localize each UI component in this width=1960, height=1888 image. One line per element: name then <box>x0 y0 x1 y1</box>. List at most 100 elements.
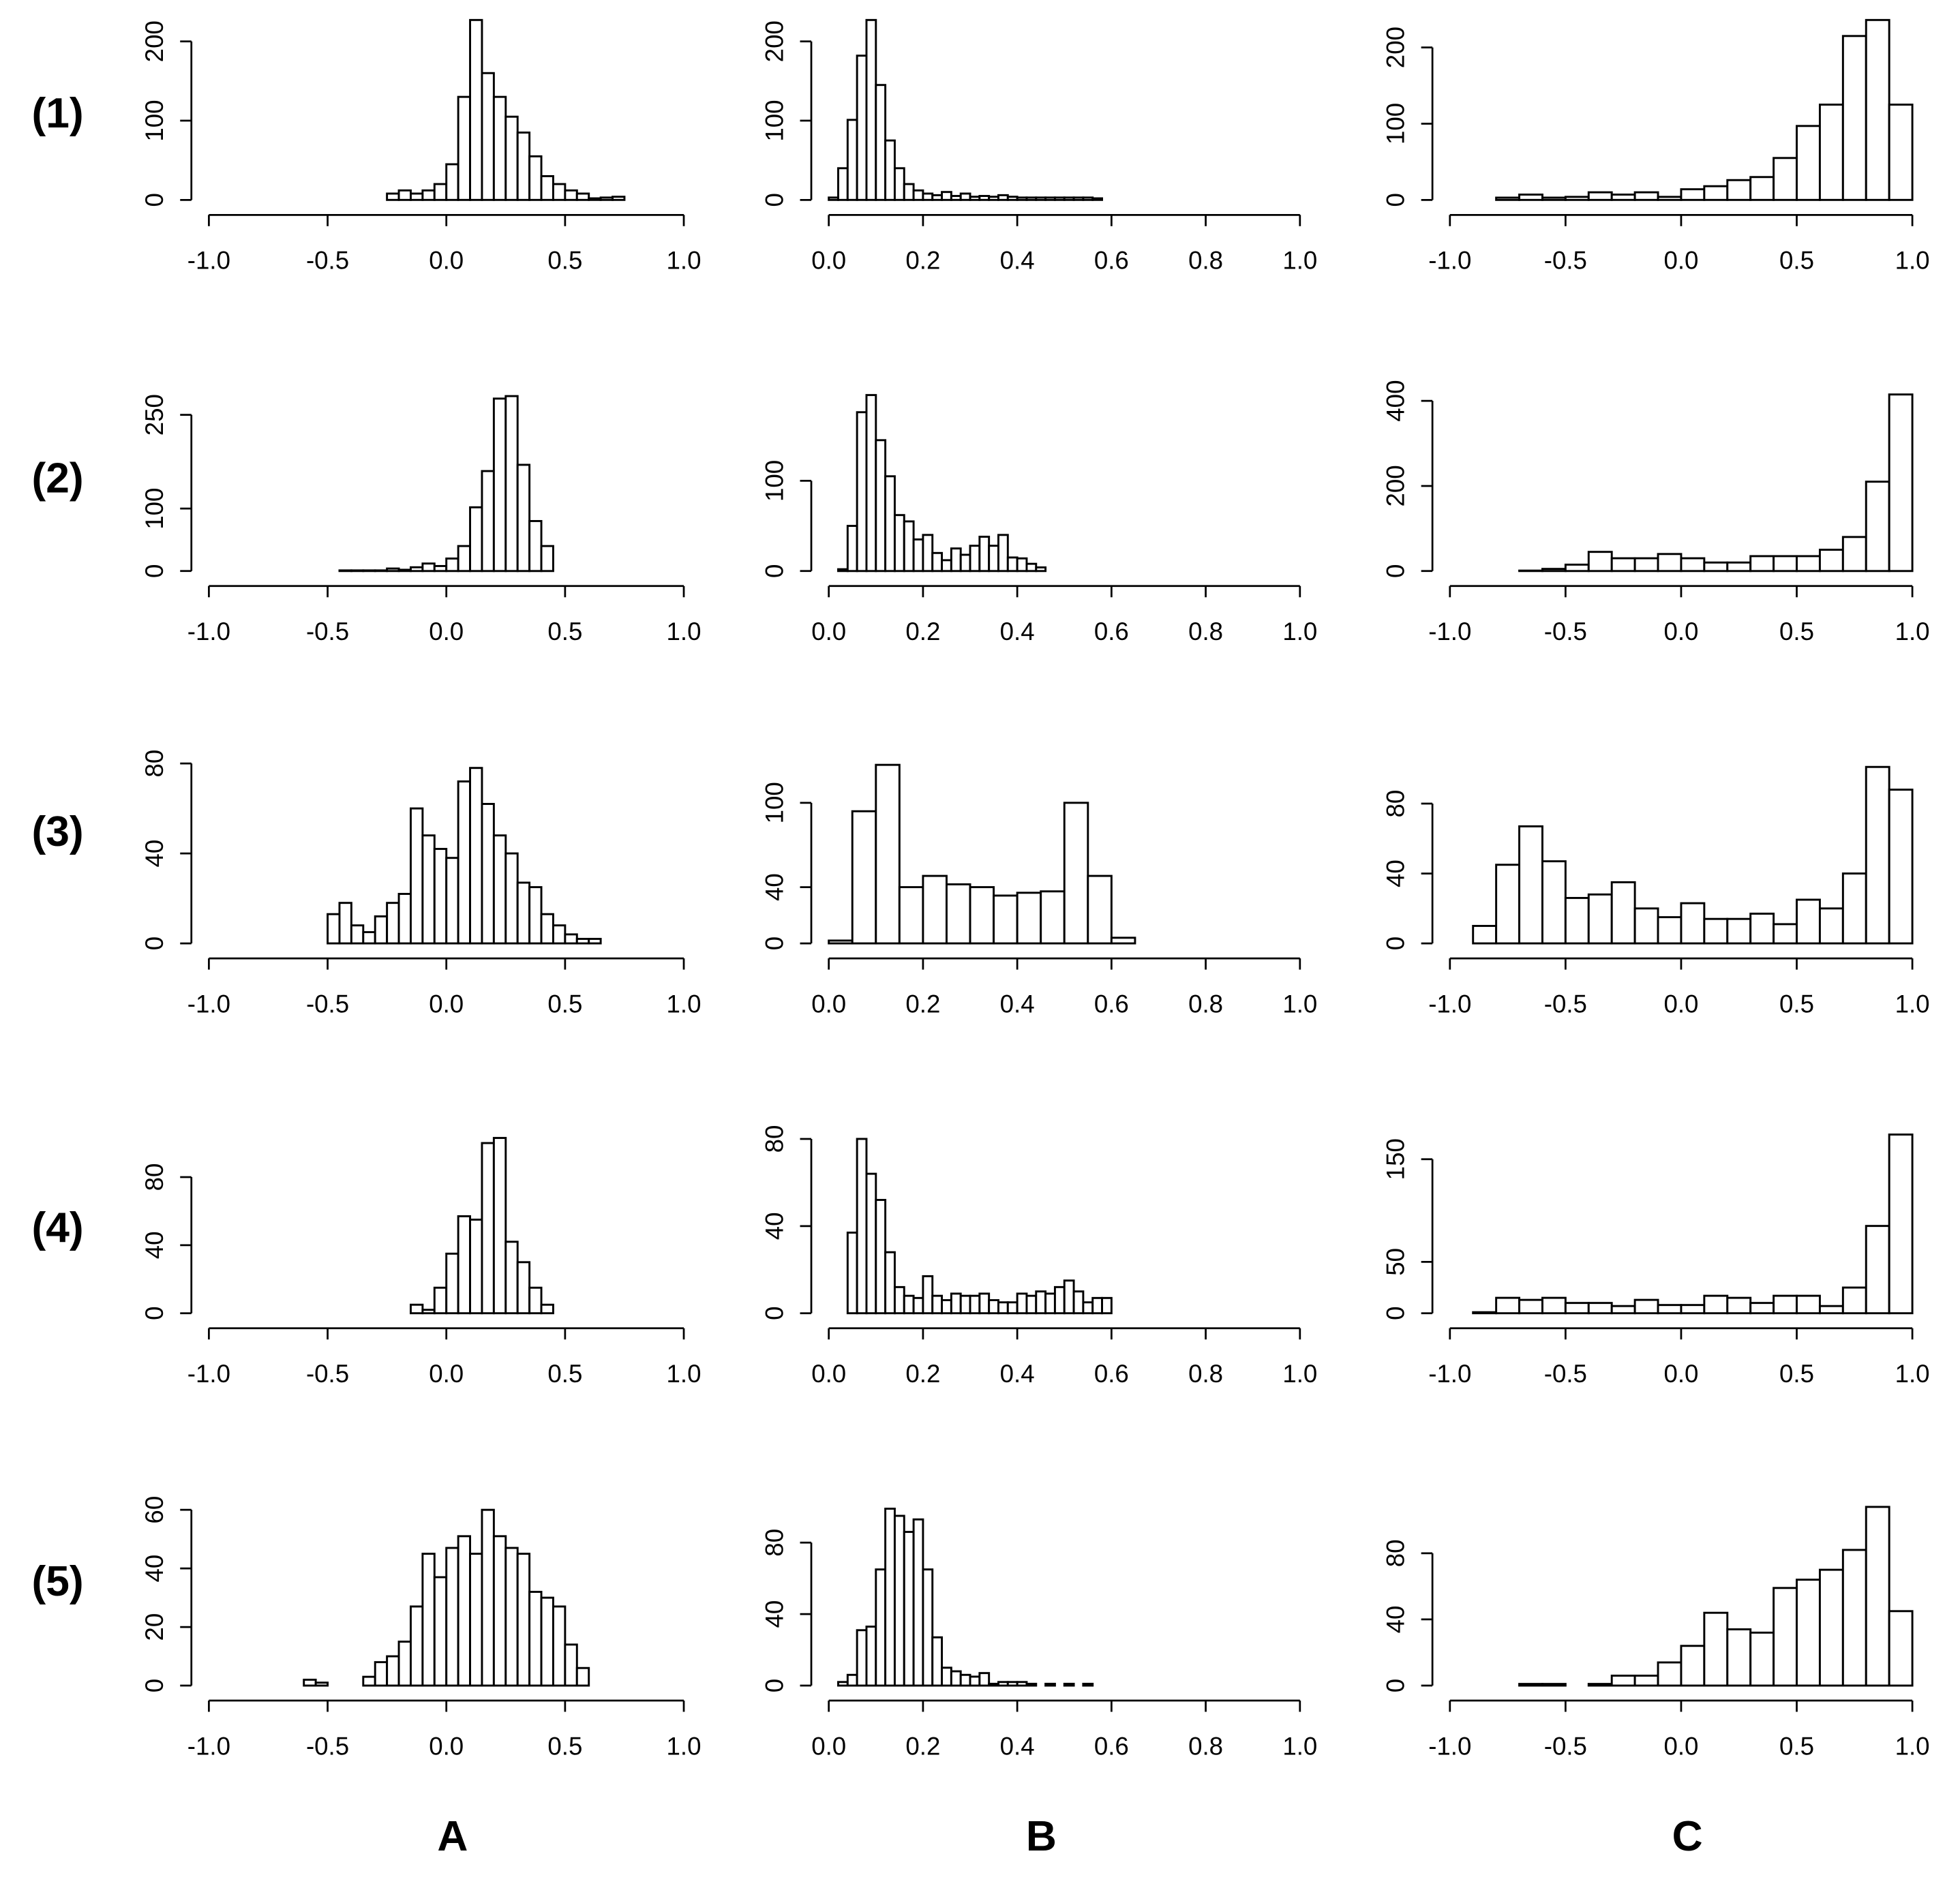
bar <box>1796 125 1821 201</box>
x-tick-label: -1.0 <box>1428 990 1471 1018</box>
bar <box>978 1672 991 1687</box>
bar <box>552 924 567 945</box>
bar <box>540 1303 554 1315</box>
bar <box>469 1218 483 1315</box>
bar <box>1587 191 1613 201</box>
bar <box>988 1682 999 1687</box>
bar <box>338 569 352 573</box>
y-tick-label: 0 <box>140 1679 168 1692</box>
bar <box>410 807 424 945</box>
bar <box>1541 1296 1567 1315</box>
x-tick-label: 0.2 <box>905 247 940 275</box>
bar <box>1633 907 1659 945</box>
x-tick-label: 0.0 <box>429 1732 464 1760</box>
bar <box>1633 557 1659 573</box>
bar <box>1006 556 1019 573</box>
bar <box>1035 1290 1047 1315</box>
bar <box>540 1596 554 1687</box>
x-tick-label: 0.0 <box>811 1360 846 1388</box>
bar <box>1541 568 1567 573</box>
bar <box>1773 1587 1798 1687</box>
bar <box>893 1285 905 1315</box>
bar <box>397 189 412 201</box>
bar <box>1680 1304 1706 1315</box>
y-tick-label: 250 <box>140 394 168 436</box>
bar <box>528 1286 543 1315</box>
x-tick-label: 1.0 <box>1282 618 1317 645</box>
bar <box>1035 196 1047 201</box>
x-tick-label: 0.6 <box>1094 1360 1129 1388</box>
bar <box>362 569 376 573</box>
bar <box>903 1531 915 1687</box>
bar <box>828 939 854 945</box>
bar <box>1518 194 1543 201</box>
bar <box>397 893 412 945</box>
x-tick-label: 0.0 <box>429 1360 464 1388</box>
bar <box>941 1299 952 1315</box>
column-label: A <box>437 1813 468 1860</box>
bar <box>397 568 412 573</box>
y-tick-label: 20 <box>140 1613 168 1641</box>
bar <box>575 1666 590 1687</box>
bar <box>950 1292 962 1315</box>
bar <box>931 1294 944 1315</box>
x-tick-label: 0.6 <box>1094 618 1129 645</box>
bar <box>528 155 543 201</box>
x-tick-label: 1.0 <box>1895 1732 1930 1760</box>
bar <box>481 1508 495 1687</box>
bar <box>421 1553 436 1687</box>
bar <box>1091 197 1103 201</box>
bar <box>828 196 839 201</box>
bar <box>856 1138 868 1315</box>
bar <box>1063 196 1075 201</box>
bar <box>564 1643 578 1687</box>
x-tick-label: 1.0 <box>1895 990 1930 1018</box>
bar <box>865 1172 877 1315</box>
bar <box>457 780 472 945</box>
y-tick-label: 80 <box>1381 790 1409 818</box>
bar <box>528 886 543 945</box>
bar <box>1564 196 1590 201</box>
bar <box>1865 1225 1890 1315</box>
bar <box>421 834 436 945</box>
bar <box>950 547 962 573</box>
bar <box>1749 176 1775 201</box>
bar <box>338 902 352 945</box>
bar <box>1841 35 1867 201</box>
bar <box>1749 1302 1775 1315</box>
bar <box>1040 890 1066 945</box>
bar <box>1749 1631 1775 1687</box>
bar <box>481 72 495 201</box>
y-tick-label: 40 <box>760 873 788 901</box>
bar <box>1495 864 1521 945</box>
bar <box>969 196 981 201</box>
bar <box>1610 194 1636 201</box>
bar <box>469 506 483 573</box>
bar <box>912 1518 924 1687</box>
x-tick-label: 1.0 <box>667 990 702 1018</box>
bar <box>516 1553 531 1687</box>
x-tick-label: 0.4 <box>1000 618 1035 645</box>
bar <box>1773 555 1798 573</box>
bar <box>893 1514 905 1687</box>
bar <box>575 938 590 945</box>
x-tick-label: -1.0 <box>187 1732 230 1760</box>
bar <box>314 1681 329 1687</box>
y-tick-label: 200 <box>1381 465 1409 506</box>
bar <box>1703 185 1729 201</box>
x-tick-label: 0.0 <box>1663 247 1698 275</box>
x-tick-label: 0.5 <box>1779 1360 1814 1388</box>
bar <box>893 167 905 201</box>
bar <box>1063 1279 1075 1315</box>
bar <box>1610 1674 1636 1687</box>
bar <box>1657 1304 1683 1315</box>
bar <box>997 1301 1009 1315</box>
bar <box>481 1142 495 1315</box>
bar <box>922 192 934 201</box>
bar <box>1082 196 1094 201</box>
bar <box>374 1661 389 1687</box>
bar <box>1564 1302 1590 1315</box>
x-tick-label: 0.5 <box>1779 618 1814 645</box>
bar <box>540 174 554 201</box>
